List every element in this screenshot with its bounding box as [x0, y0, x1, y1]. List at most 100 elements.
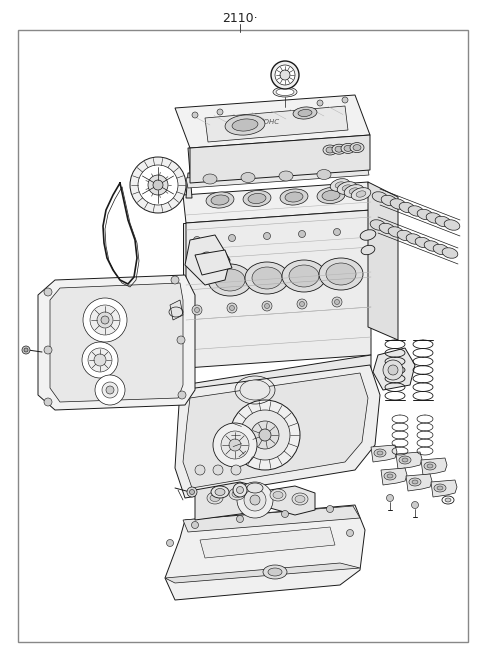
Polygon shape [195, 482, 315, 520]
Ellipse shape [361, 245, 375, 255]
Polygon shape [186, 173, 192, 198]
Circle shape [178, 391, 186, 399]
Ellipse shape [397, 230, 413, 240]
Ellipse shape [387, 474, 393, 478]
Ellipse shape [282, 260, 326, 292]
Ellipse shape [399, 202, 415, 213]
Ellipse shape [408, 206, 424, 216]
Ellipse shape [317, 187, 345, 204]
Circle shape [244, 489, 266, 511]
Circle shape [317, 100, 323, 106]
Circle shape [193, 237, 201, 244]
Ellipse shape [279, 171, 293, 181]
Ellipse shape [356, 191, 366, 197]
Ellipse shape [215, 269, 245, 291]
Circle shape [411, 501, 419, 509]
Circle shape [251, 421, 279, 449]
Ellipse shape [351, 188, 371, 200]
Circle shape [213, 465, 223, 475]
Circle shape [130, 157, 186, 213]
Polygon shape [165, 563, 360, 583]
Ellipse shape [273, 87, 297, 97]
Circle shape [231, 465, 241, 475]
Polygon shape [396, 452, 422, 469]
Polygon shape [183, 373, 368, 488]
Ellipse shape [335, 182, 345, 188]
Circle shape [229, 439, 241, 451]
Ellipse shape [434, 484, 446, 492]
Ellipse shape [332, 144, 346, 154]
Ellipse shape [276, 89, 294, 95]
Ellipse shape [243, 191, 271, 206]
Circle shape [271, 61, 299, 89]
Ellipse shape [442, 248, 458, 258]
Circle shape [383, 360, 403, 380]
Ellipse shape [206, 192, 234, 208]
Polygon shape [406, 474, 432, 491]
Circle shape [334, 229, 340, 235]
Circle shape [199, 252, 215, 268]
Ellipse shape [435, 216, 451, 227]
Ellipse shape [402, 458, 408, 462]
Ellipse shape [330, 179, 350, 191]
Ellipse shape [335, 147, 343, 152]
Polygon shape [185, 235, 230, 285]
Polygon shape [421, 458, 447, 475]
Circle shape [82, 342, 118, 378]
Circle shape [95, 375, 125, 405]
Circle shape [297, 299, 307, 309]
Ellipse shape [295, 495, 305, 503]
Ellipse shape [298, 110, 312, 116]
Ellipse shape [349, 188, 359, 194]
Ellipse shape [337, 181, 357, 194]
Circle shape [230, 400, 300, 470]
Ellipse shape [353, 145, 361, 150]
Polygon shape [200, 527, 335, 558]
Ellipse shape [417, 209, 433, 219]
Ellipse shape [424, 462, 436, 470]
Circle shape [233, 483, 247, 497]
Polygon shape [188, 135, 369, 173]
Polygon shape [373, 348, 415, 390]
Circle shape [148, 175, 168, 195]
Ellipse shape [211, 486, 229, 498]
Ellipse shape [207, 492, 223, 504]
Ellipse shape [437, 486, 443, 490]
Circle shape [192, 305, 202, 315]
Circle shape [386, 495, 394, 501]
Polygon shape [431, 480, 457, 497]
Ellipse shape [412, 480, 418, 484]
Ellipse shape [427, 464, 433, 468]
Ellipse shape [285, 192, 303, 202]
Ellipse shape [415, 237, 431, 248]
Circle shape [262, 301, 272, 311]
Circle shape [299, 231, 305, 237]
Circle shape [240, 410, 290, 460]
Circle shape [332, 297, 342, 307]
Ellipse shape [280, 189, 308, 205]
Ellipse shape [433, 244, 449, 255]
Circle shape [44, 346, 52, 354]
Ellipse shape [444, 219, 460, 230]
Circle shape [335, 300, 339, 304]
Ellipse shape [247, 483, 263, 493]
Circle shape [264, 233, 271, 240]
Ellipse shape [409, 478, 421, 486]
Ellipse shape [381, 195, 397, 206]
Ellipse shape [322, 191, 340, 200]
Circle shape [94, 354, 106, 366]
Ellipse shape [360, 230, 376, 240]
Ellipse shape [406, 234, 422, 244]
Ellipse shape [225, 115, 265, 135]
Polygon shape [186, 210, 371, 368]
Circle shape [106, 386, 114, 394]
Ellipse shape [374, 449, 386, 457]
Circle shape [102, 382, 118, 398]
Circle shape [237, 516, 243, 522]
Ellipse shape [248, 193, 266, 204]
Circle shape [259, 429, 271, 441]
Circle shape [250, 495, 260, 505]
Circle shape [203, 256, 211, 264]
Polygon shape [195, 250, 232, 275]
Polygon shape [175, 365, 380, 498]
